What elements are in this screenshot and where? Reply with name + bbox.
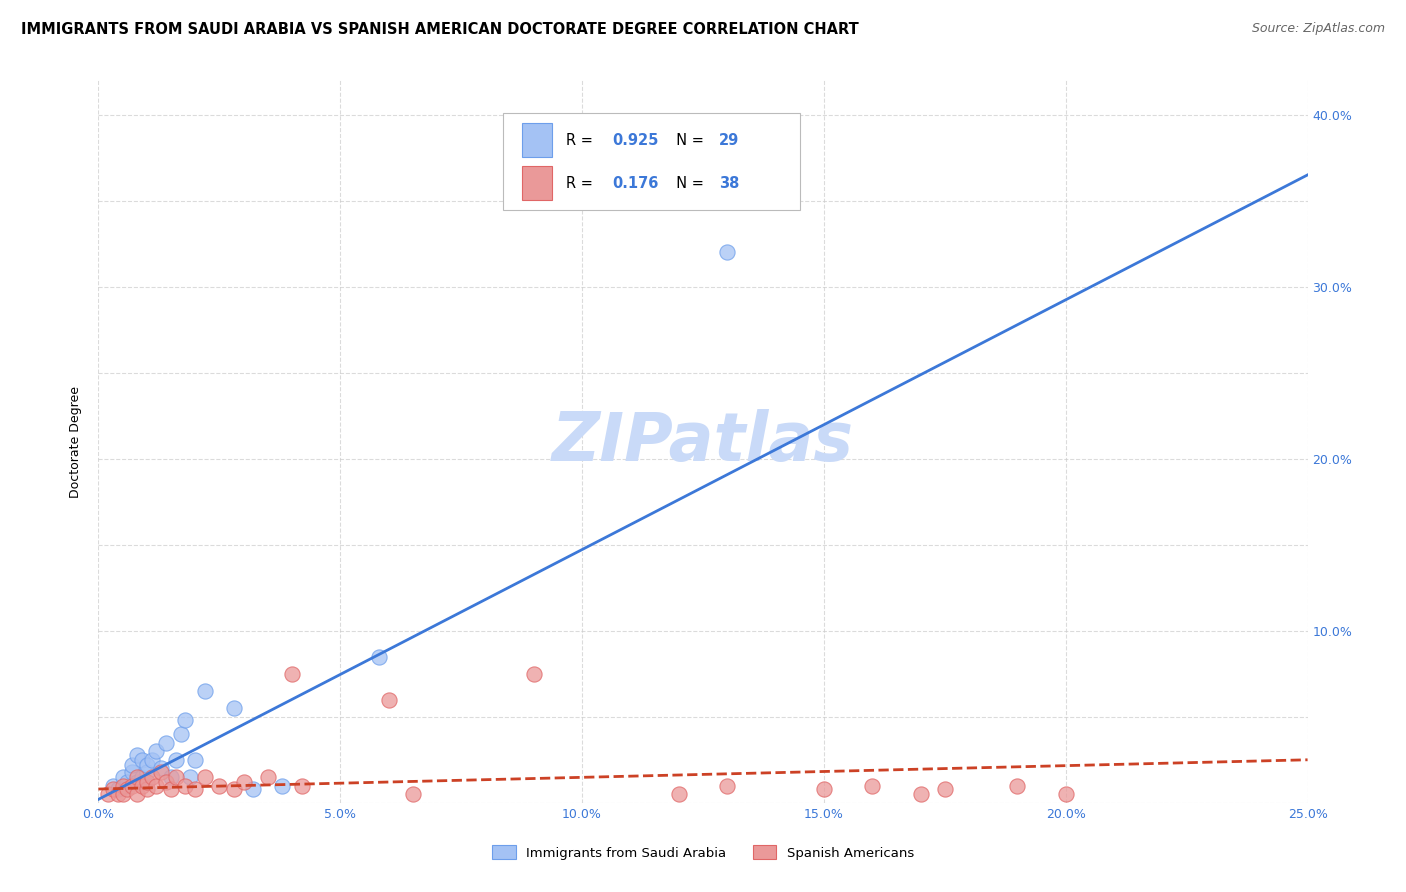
- Point: [290, 779, 312, 793]
- Point: [242, 782, 264, 797]
- Point: [668, 787, 690, 801]
- Point: [135, 775, 157, 789]
- Text: 0.925: 0.925: [613, 133, 658, 147]
- Point: [860, 779, 883, 793]
- Point: [117, 779, 139, 793]
- Point: [121, 764, 143, 779]
- Point: [107, 782, 129, 797]
- Point: [934, 782, 956, 797]
- Point: [101, 779, 124, 793]
- Point: [165, 770, 187, 784]
- Point: [131, 779, 153, 793]
- Point: [160, 782, 183, 797]
- Text: 0.176: 0.176: [613, 176, 658, 191]
- Point: [169, 727, 191, 741]
- Point: [179, 770, 201, 784]
- Point: [155, 775, 177, 789]
- Point: [402, 787, 425, 801]
- Point: [813, 782, 835, 797]
- Text: 29: 29: [718, 133, 740, 147]
- Point: [111, 779, 134, 793]
- Legend: Immigrants from Saudi Arabia, Spanish Americans: Immigrants from Saudi Arabia, Spanish Am…: [486, 840, 920, 865]
- FancyBboxPatch shape: [522, 123, 553, 158]
- Point: [1007, 779, 1029, 793]
- Point: [184, 782, 207, 797]
- Point: [184, 753, 207, 767]
- Text: R =: R =: [567, 133, 598, 147]
- Point: [135, 764, 157, 779]
- Point: [107, 787, 129, 801]
- Point: [127, 787, 149, 801]
- Point: [194, 770, 217, 784]
- Point: [121, 758, 143, 772]
- Point: [165, 753, 187, 767]
- Point: [222, 782, 245, 797]
- Point: [368, 649, 391, 664]
- Point: [155, 735, 177, 749]
- Point: [101, 782, 124, 797]
- Point: [174, 779, 197, 793]
- Point: [222, 701, 245, 715]
- Point: [127, 770, 149, 784]
- Point: [174, 713, 197, 727]
- Point: [150, 761, 173, 775]
- Point: [117, 782, 139, 797]
- Point: [377, 692, 399, 706]
- Point: [150, 764, 173, 779]
- Point: [127, 747, 149, 762]
- Y-axis label: Doctorate Degree: Doctorate Degree: [69, 385, 83, 498]
- Text: IMMIGRANTS FROM SAUDI ARABIA VS SPANISH AMERICAN DOCTORATE DEGREE CORRELATION CH: IMMIGRANTS FROM SAUDI ARABIA VS SPANISH …: [21, 22, 859, 37]
- Point: [232, 775, 254, 789]
- Point: [1054, 787, 1077, 801]
- Point: [716, 245, 738, 260]
- Point: [135, 758, 157, 772]
- FancyBboxPatch shape: [522, 166, 553, 201]
- Point: [117, 775, 139, 789]
- Point: [910, 787, 932, 801]
- Point: [141, 770, 163, 784]
- Point: [121, 779, 143, 793]
- Point: [716, 779, 738, 793]
- Point: [194, 684, 217, 698]
- Point: [111, 787, 134, 801]
- Point: [523, 666, 546, 681]
- Point: [160, 770, 183, 784]
- Point: [145, 744, 167, 758]
- Point: [111, 770, 134, 784]
- Point: [208, 779, 231, 793]
- Text: R =: R =: [567, 176, 603, 191]
- Text: 38: 38: [718, 176, 740, 191]
- Point: [131, 753, 153, 767]
- Text: ZIPatlas: ZIPatlas: [553, 409, 853, 475]
- Point: [145, 779, 167, 793]
- Point: [271, 779, 294, 793]
- Point: [135, 782, 157, 797]
- Point: [281, 666, 304, 681]
- Text: Source: ZipAtlas.com: Source: ZipAtlas.com: [1251, 22, 1385, 36]
- Point: [97, 787, 120, 801]
- Point: [127, 775, 149, 789]
- Point: [141, 753, 163, 767]
- Point: [131, 770, 153, 784]
- Text: N =: N =: [666, 176, 709, 191]
- Text: N =: N =: [666, 133, 709, 147]
- Point: [256, 770, 278, 784]
- FancyBboxPatch shape: [503, 112, 800, 211]
